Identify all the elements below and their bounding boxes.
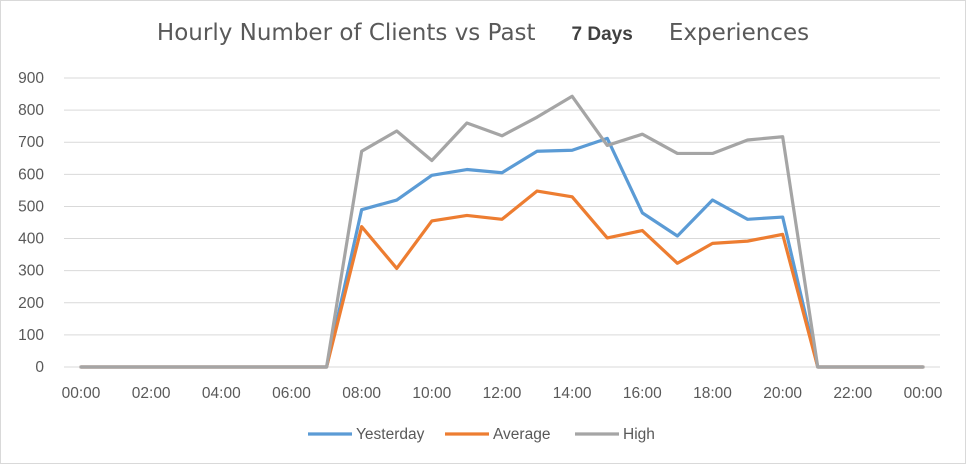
x-tick-label: 22:00 xyxy=(833,385,872,402)
x-tick-label: 10:00 xyxy=(412,385,451,402)
legend-label-yesterday: Yesterday xyxy=(356,426,425,443)
x-tick-label: 08:00 xyxy=(342,385,381,402)
legend-label-average: Average xyxy=(493,426,550,443)
x-tick-label: 00:00 xyxy=(904,385,943,402)
x-tick-label: 12:00 xyxy=(483,385,522,402)
x-tick-label: 20:00 xyxy=(763,385,802,402)
y-tick-label: 100 xyxy=(18,327,44,344)
y-tick-label: 200 xyxy=(18,295,44,312)
x-tick-label: 16:00 xyxy=(623,385,662,402)
x-tick-label: 00:00 xyxy=(62,385,101,402)
chart-title-main: Hourly Number of Clients vs Past xyxy=(156,20,536,46)
y-tick-label: 700 xyxy=(18,134,44,151)
x-tick-label: 18:00 xyxy=(693,385,732,402)
x-tick-label: 02:00 xyxy=(132,385,171,402)
chart-title-suffix: Experiences xyxy=(668,20,810,46)
y-tick-label: 300 xyxy=(18,263,44,280)
series-line-yesterday xyxy=(79,136,925,369)
chart-title: Hourly Number of Clients vs Past 7 Days Ex… xyxy=(0,20,966,46)
y-tick-label: 0 xyxy=(35,359,44,376)
chart-title-bold: 7 Days xyxy=(571,24,633,45)
x-tick-label: 14:00 xyxy=(553,385,592,402)
y-tick-label: 600 xyxy=(18,166,44,183)
legend-label-high: High xyxy=(623,426,655,443)
y-tick-label: 800 xyxy=(18,102,44,119)
x-tick-label: 06:00 xyxy=(272,385,311,402)
y-tick-label: 400 xyxy=(18,231,44,248)
x-tick-label: 04:00 xyxy=(202,385,241,402)
y-tick-label: 500 xyxy=(18,198,44,215)
y-tick-label: 900 xyxy=(18,70,44,87)
series-line-high xyxy=(79,94,925,369)
